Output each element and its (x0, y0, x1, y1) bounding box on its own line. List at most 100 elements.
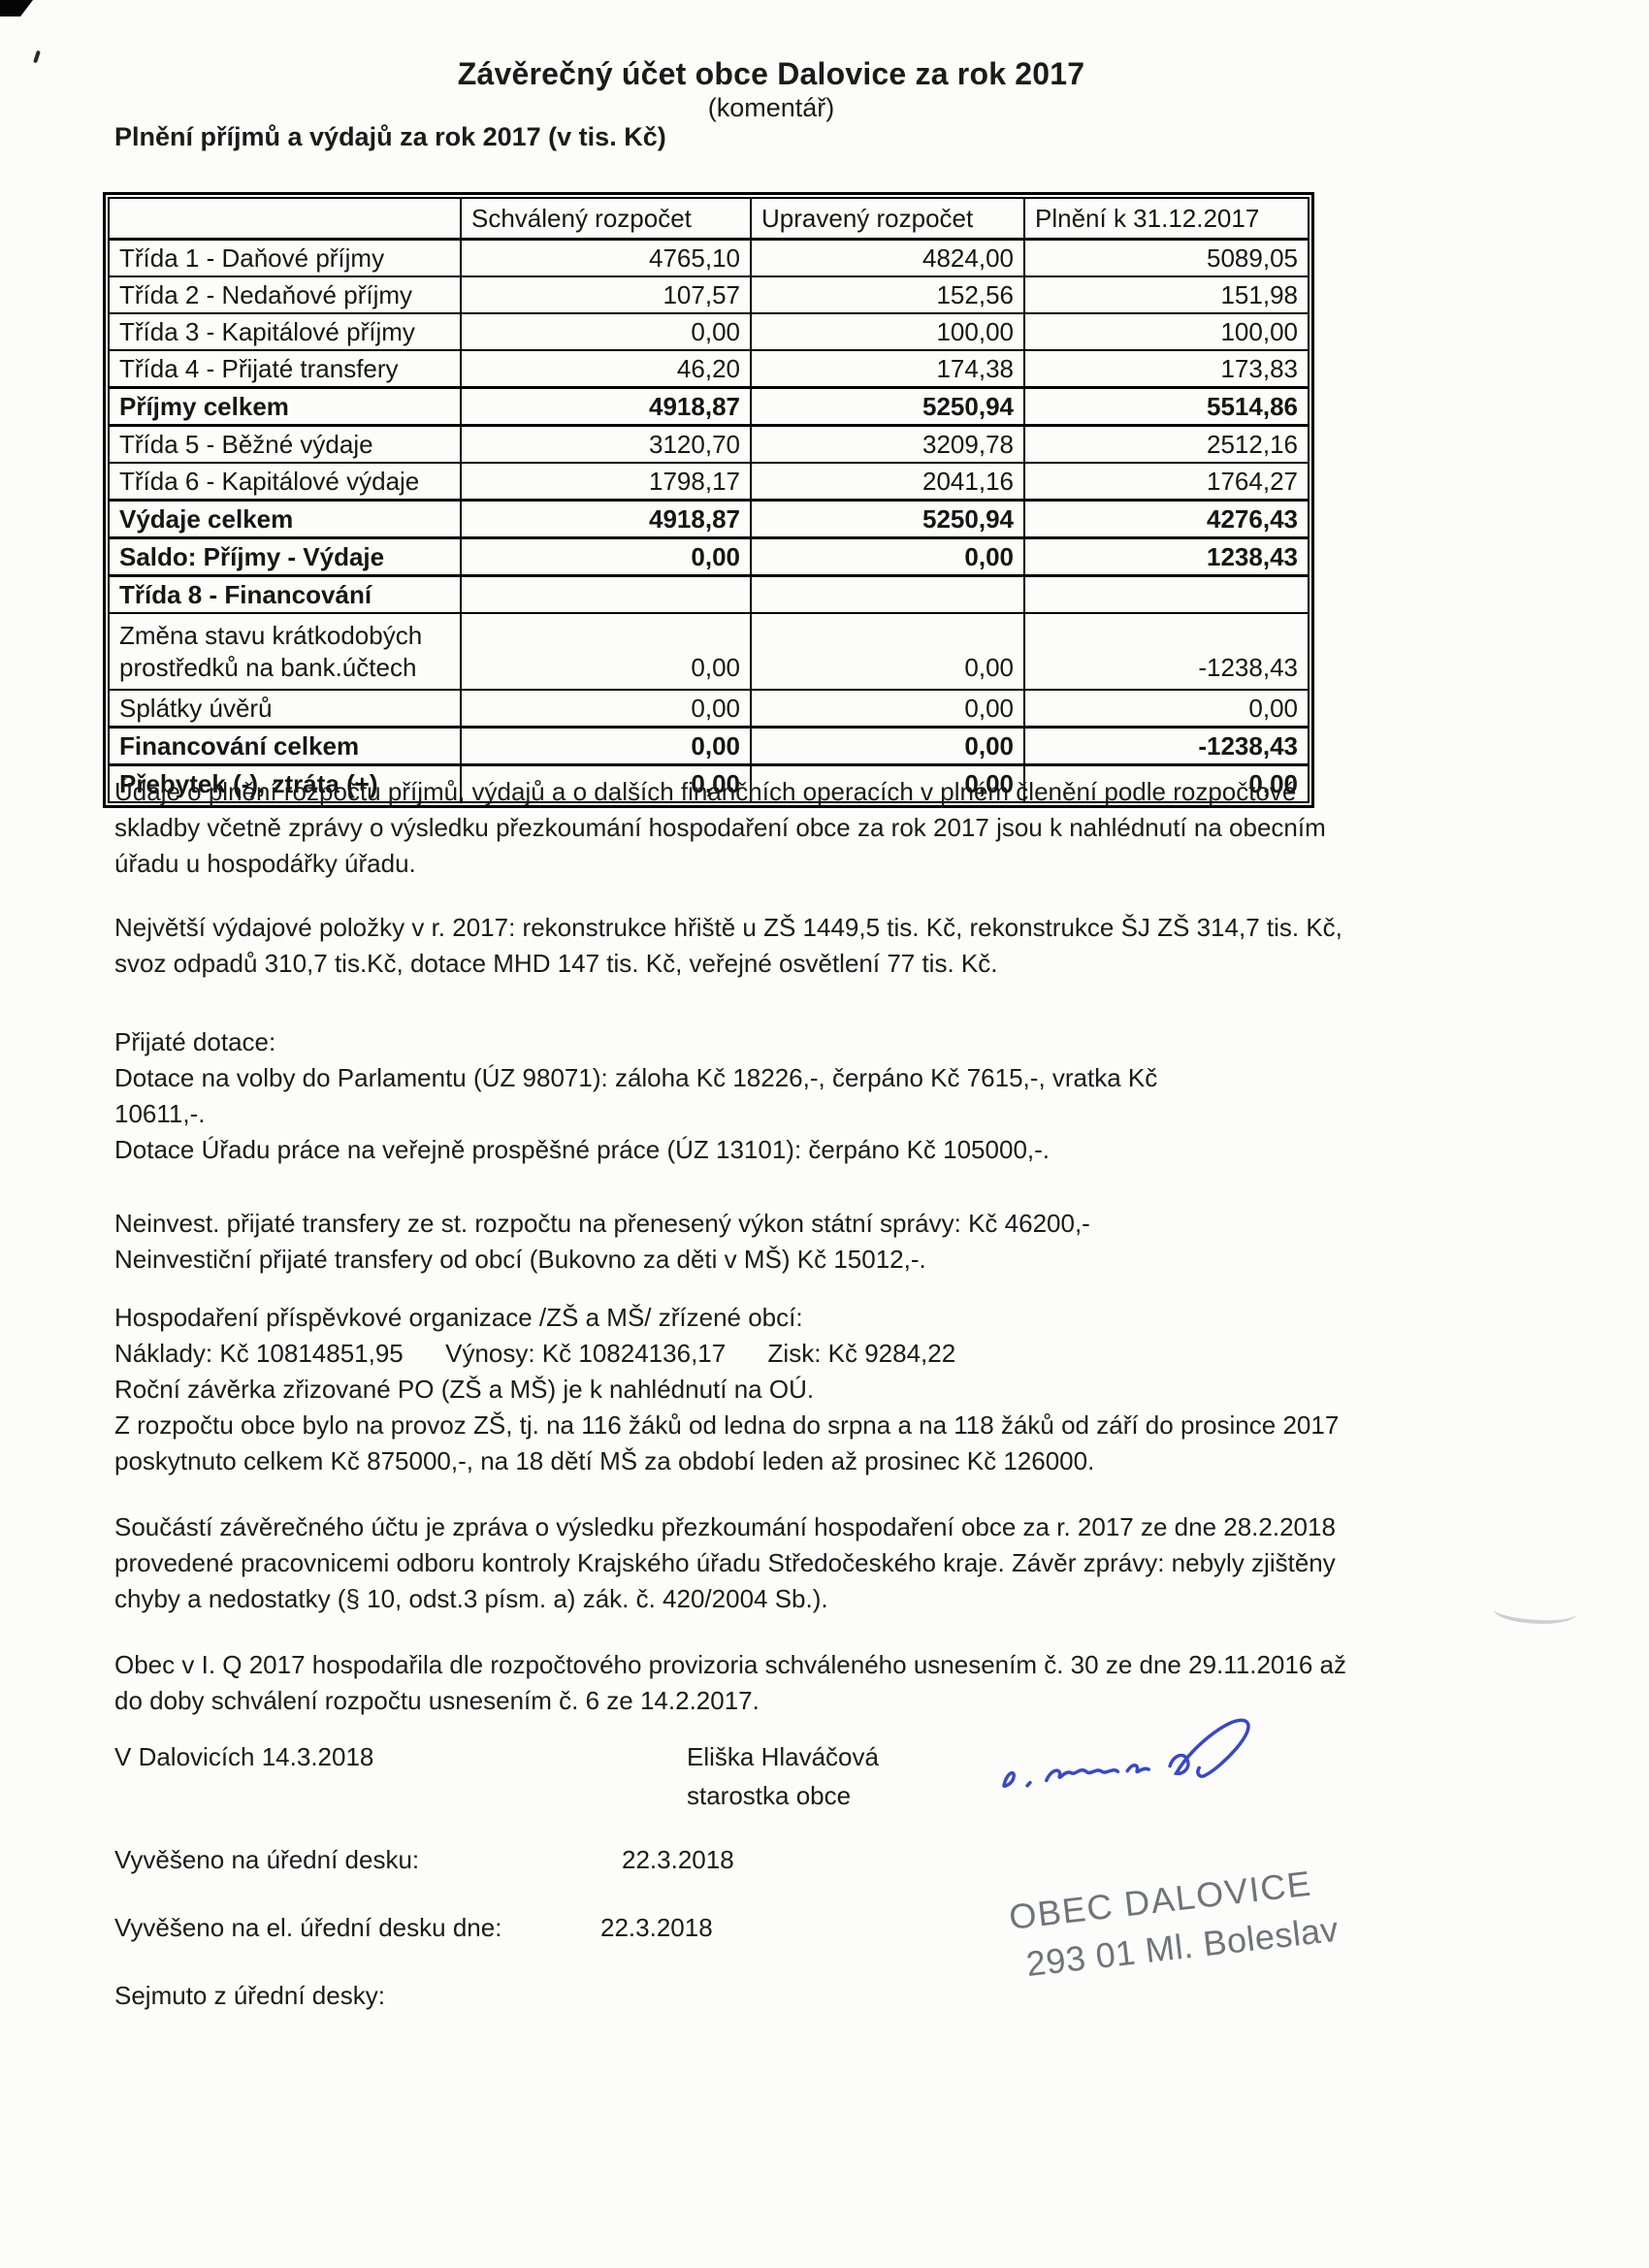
table-row-saldo: Saldo: Příjmy - Výdaje 0,00 0,00 1238,43 (108, 536, 1310, 577)
cell-value: 1238,43 (1023, 536, 1310, 577)
header-cell-empty (108, 197, 462, 241)
row-label: Saldo: Příjmy - Výdaje (108, 536, 462, 577)
text-line: 10611,-. (114, 1099, 206, 1128)
row-label: Třída 3 - Kapitálové příjmy (108, 312, 462, 351)
handwritten-signature (986, 1704, 1313, 1829)
cell-value: 2041,16 (750, 462, 1025, 502)
cell-value: 0,00 (460, 536, 752, 577)
removed-board-label: Sejmuto z úřední desky: (114, 1981, 385, 2010)
cell-value: 46,20 (460, 349, 752, 389)
posted-electronic-label: Vyvěšeno na el. úřední desku dne: (114, 1913, 502, 1942)
row-label: Financování celkem (108, 726, 462, 766)
text-line: Největší výdajové položky v r. 2017: rek… (114, 913, 1342, 942)
cell-value (750, 574, 1025, 614)
cell-value: 4824,00 (750, 238, 1025, 277)
cell-value: 0,00 (460, 612, 752, 691)
text-line: Náklady: Kč 10814851,95 Výnosy: Kč 10824… (114, 1339, 956, 1368)
paragraph-transfers: Neinvest. přijaté transfery ze st. rozpo… (114, 1206, 1502, 1278)
cell-value: 0,00 (460, 763, 752, 803)
row-label: Přebytek (-), ztráta (+) (108, 763, 462, 803)
text-line: úřadu u hospodářky úřadu. (114, 849, 416, 878)
cell-value: 107,57 (460, 275, 752, 314)
paragraph-school-organization: Hospodaření příspěvkové organizace /ZŠ a… (114, 1300, 1502, 1479)
document-subtitle: (komentář) (707, 93, 835, 122)
cell-value: 2512,16 (1023, 424, 1310, 464)
row-label: Změna stavu krátkodobých prostředků na b… (108, 612, 462, 691)
cell-value: 4765,10 (460, 238, 752, 277)
signature-ink (1002, 1718, 1250, 1788)
text-line: Dotace Úřadu práce na veřejně prospěšné … (114, 1135, 1051, 1164)
cell-value: 0,00 (460, 312, 752, 351)
signer-title: starostka obce (687, 1781, 852, 1810)
text-line: Obec v I. Q 2017 hospodařila dle rozpočt… (114, 1650, 1346, 1679)
text-line: Přijaté dotace: (114, 1027, 276, 1056)
text-line: Neinvest. přijaté transfery ze st. rozpo… (114, 1209, 1090, 1238)
text-line: Neinvestiční přijaté transfery od obcí (… (114, 1245, 926, 1274)
table-row-total-income: Příjmy celkem 4918,87 5250,94 5514,86 (108, 386, 1310, 427)
scan-artifact-smudge (1492, 1594, 1579, 1629)
table-header-row: Schválený rozpočet Upravený rozpočet Pln… (108, 197, 1310, 241)
place-and-date: V Dalovicích 14.3.2018 (114, 1742, 374, 1771)
header-cell: Upravený rozpočet (750, 197, 1025, 241)
table-row-surplus: Přebytek (-), ztráta (+) 0,00 0,00 0,00 (108, 763, 1310, 803)
row-label: Třída 8 - Financování (108, 574, 462, 614)
text-line: poskytnuto celkem Kč 875000,-, na 18 dět… (114, 1446, 1095, 1475)
cell-value: 0,00 (750, 726, 1025, 766)
text-line: Údaje o plnění rozpočtu příjmů, výdajů a… (114, 777, 1297, 806)
cell-value: 3209,78 (750, 424, 1025, 464)
cell-value: 0,00 (750, 612, 1025, 691)
cell-value: 0,00 (750, 763, 1025, 803)
signer-name: Eliška Hlaváčová (687, 1742, 879, 1771)
section-heading: Plnění příjmů a výdajů za rok 2017 (v ti… (114, 122, 666, 151)
table-row: Třída 5 - Běžné výdaje 3120,70 3209,78 2… (108, 424, 1310, 464)
cell-value: -1238,43 (1023, 726, 1310, 766)
text-line: Součástí závěrečného účtu je zpráva o vý… (114, 1512, 1336, 1541)
table-row-total-expense: Výdaje celkem 4918,87 5250,94 4276,43 (108, 499, 1310, 539)
budget-table-frame: Schválený rozpočet Upravený rozpočet Pln… (103, 192, 1314, 808)
paragraph-received-grants: Přijaté dotace: Dotace na volby do Parla… (114, 1024, 1502, 1168)
text-line: Roční závěrka zřizované PO (ZŠ a MŠ) je … (114, 1375, 815, 1404)
header-cell: Schválený rozpočet (460, 197, 752, 241)
budget-table: Schválený rozpočet Upravený rozpočet Pln… (108, 197, 1310, 803)
table-row-financing-header: Třída 8 - Financování (108, 574, 1310, 614)
cell-value: 0,00 (750, 689, 1025, 729)
cell-value: 0,00 (1023, 689, 1310, 729)
cell-value: 5250,94 (750, 386, 1025, 427)
posted-board-date: 22.3.2018 (622, 1845, 734, 1874)
cell-value: 1764,27 (1023, 462, 1310, 502)
cell-value: 174,38 (750, 349, 1025, 389)
cell-value: 0,00 (750, 536, 1025, 577)
cell-value: 100,00 (750, 312, 1025, 351)
text-line: do doby schválení rozpočtu usnesením č. … (114, 1686, 760, 1715)
cell-value (460, 574, 752, 614)
table-row-total-financing: Financování celkem 0,00 0,00 -1238,43 (108, 726, 1310, 766)
cell-value: -1238,43 (1023, 612, 1310, 691)
cell-value: 4918,87 (460, 499, 752, 539)
row-label: Třída 4 - Přijaté transfery (108, 349, 462, 389)
paragraph-budget-provisional: Obec v I. Q 2017 hospodařila dle rozpočt… (114, 1647, 1502, 1719)
cell-value: 1798,17 (460, 462, 752, 502)
table-row: Třída 6 - Kapitálové výdaje 1798,17 2041… (108, 462, 1310, 502)
row-label: Třída 2 - Nedaňové příjmy (108, 275, 462, 314)
cell-value: 5089,05 (1023, 238, 1310, 277)
text-line: skladby včetně zprávy o výsledku přezkou… (114, 813, 1326, 842)
text-line: svoz odpadů 310,7 tis.Kč, dotace MHD 147… (114, 949, 998, 978)
table-row: Třída 1 - Daňové příjmy 4765,10 4824,00 … (108, 238, 1310, 277)
cell-value: 173,83 (1023, 349, 1310, 389)
text-line: provedené pracovnicemi odboru kontroly K… (114, 1548, 1336, 1577)
cell-value: 151,98 (1023, 275, 1310, 314)
row-label: Splátky úvěrů (108, 689, 462, 729)
table-row: Změna stavu krátkodobých prostředků na b… (108, 612, 1310, 691)
text-line: chyby a nedostatky (§ 10, odst.3 písm. a… (114, 1584, 828, 1613)
table-row: Třída 4 - Přijaté transfery 46,20 174,38… (108, 349, 1310, 389)
row-label: Třída 6 - Kapitálové výdaje (108, 462, 462, 502)
cell-value: 152,56 (750, 275, 1025, 314)
table-row: Třída 3 - Kapitálové příjmy 0,00 100,00 … (108, 312, 1310, 351)
table-row: Splátky úvěrů 0,00 0,00 0,00 (108, 689, 1310, 729)
cell-value: 4918,87 (460, 386, 752, 427)
row-label: Třída 5 - Běžné výdaje (108, 424, 462, 464)
cell-value: 0,00 (460, 689, 752, 729)
table-row: Třída 2 - Nedaňové příjmy 107,57 152,56 … (108, 275, 1310, 314)
row-label: Výdaje celkem (108, 499, 462, 539)
